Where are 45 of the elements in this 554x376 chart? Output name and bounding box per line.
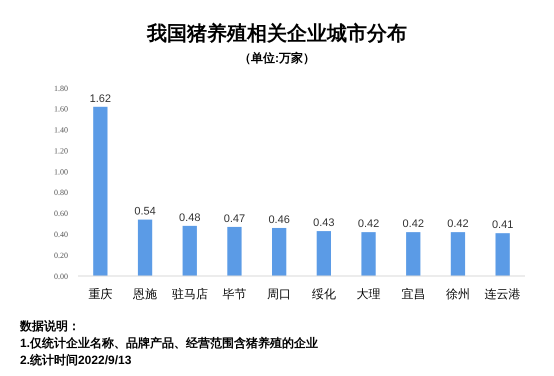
data-label: 0.54 [134,206,156,218]
chart-title: 我国猪养殖相关企业城市分布 [146,22,407,45]
data-label: 0.47 [224,212,246,225]
data-label: 1.62 [90,92,112,105]
y-tick-label: 1.80 [54,84,68,93]
data-label: 0.48 [179,212,200,224]
x-tick-label: 连云港 [484,287,521,301]
x-tick-label: 重庆 [88,287,112,301]
bar [272,228,286,276]
x-tick-label: 大理 [356,287,381,301]
bar [406,232,420,276]
x-tick-label: 驻马店 [172,287,208,301]
y-tick-label: 1.00 [54,167,68,176]
y-tick-label: 0.00 [54,272,68,281]
data-label: 0.42 [358,218,380,230]
y-tick-label: 0.40 [54,230,68,240]
text: 1.仅统计企业名称、品牌产品、经营范围含猪养殖的企业 [20,336,318,350]
bar [316,231,331,276]
x-tick-label: 恩施 [132,287,158,301]
chart-subtitle: （单位:万家） [239,51,315,65]
data-label: 0.46 [268,214,290,226]
x-tick-label: 绥化 [312,287,336,301]
bar [496,233,510,276]
y-tick-label: 1.40 [54,126,68,135]
bar [361,232,376,276]
y-tick-label: 1.20 [54,146,68,156]
x-tick-label: 宜昌 [401,287,426,301]
data-label: 0.41 [492,219,514,232]
y-tick-label: 0.80 [54,188,68,198]
y-tick-label: 1.60 [54,104,68,114]
x-tick-label: 徐州 [446,287,470,301]
x-tick-label: 周口 [267,287,292,301]
data-label: 0.42 [402,218,424,230]
bar [182,226,197,276]
data-label: 0.42 [447,218,469,230]
bar [138,220,152,276]
bar [227,226,242,276]
y-tick-label: 0.60 [54,209,68,218]
y-tick-label: 0.20 [54,250,68,260]
bar [93,106,108,276]
x-tick-label: 毕节 [222,287,246,301]
text: 2.统计时间2022/9/13 [20,353,132,367]
data-label: 0.43 [313,217,335,230]
bar [450,232,466,276]
text: 数据说明： [19,319,80,333]
